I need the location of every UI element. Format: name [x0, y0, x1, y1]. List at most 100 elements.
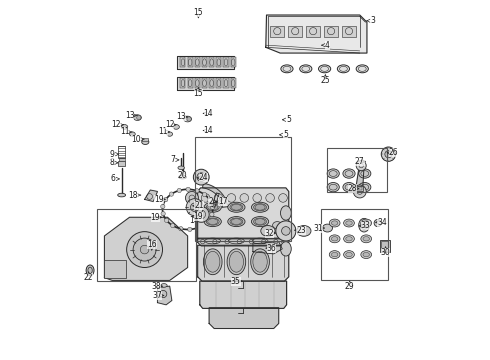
Ellipse shape	[281, 65, 293, 73]
Ellipse shape	[363, 221, 369, 225]
Ellipse shape	[118, 193, 125, 197]
Ellipse shape	[230, 204, 243, 211]
Bar	[354, 187, 362, 190]
Text: 7: 7	[170, 156, 179, 165]
Text: 31: 31	[313, 224, 324, 233]
Circle shape	[186, 192, 198, 204]
Text: 9: 9	[110, 150, 119, 159]
Ellipse shape	[261, 226, 275, 236]
Ellipse shape	[142, 139, 149, 144]
Ellipse shape	[122, 125, 128, 129]
Ellipse shape	[167, 132, 172, 136]
Ellipse shape	[300, 65, 312, 73]
Circle shape	[282, 226, 290, 235]
Text: 21: 21	[193, 201, 204, 210]
Ellipse shape	[229, 251, 244, 272]
Ellipse shape	[356, 65, 368, 73]
Text: 38: 38	[151, 282, 163, 291]
Text: 14: 14	[203, 109, 213, 118]
Ellipse shape	[227, 249, 245, 275]
Ellipse shape	[178, 166, 184, 170]
Bar	[381, 241, 389, 251]
Bar	[380, 239, 390, 252]
Text: 5: 5	[282, 115, 291, 124]
Polygon shape	[177, 56, 234, 69]
Circle shape	[208, 198, 212, 203]
Ellipse shape	[343, 219, 354, 227]
Polygon shape	[209, 308, 279, 328]
Bar	[188, 57, 193, 67]
Ellipse shape	[272, 222, 282, 229]
Circle shape	[214, 194, 223, 202]
Ellipse shape	[363, 252, 369, 257]
Ellipse shape	[331, 237, 338, 241]
Bar	[143, 138, 148, 141]
Polygon shape	[200, 281, 287, 309]
Ellipse shape	[280, 242, 291, 256]
Bar	[270, 26, 285, 37]
Bar	[231, 57, 236, 67]
Text: 15: 15	[194, 87, 203, 98]
Circle shape	[126, 231, 163, 267]
Circle shape	[279, 194, 287, 202]
Ellipse shape	[343, 169, 355, 178]
Bar	[327, 148, 387, 192]
Ellipse shape	[363, 237, 369, 241]
Ellipse shape	[231, 219, 242, 225]
Ellipse shape	[254, 218, 267, 225]
Ellipse shape	[206, 204, 219, 211]
Ellipse shape	[327, 183, 339, 192]
Circle shape	[210, 212, 214, 217]
Bar	[216, 78, 221, 88]
Ellipse shape	[296, 226, 311, 236]
Polygon shape	[197, 238, 289, 246]
Ellipse shape	[343, 251, 354, 258]
Ellipse shape	[346, 237, 352, 241]
Circle shape	[140, 245, 149, 254]
Bar	[202, 78, 207, 88]
Ellipse shape	[359, 169, 371, 178]
Bar	[195, 78, 200, 88]
Ellipse shape	[184, 116, 192, 122]
Ellipse shape	[329, 251, 340, 258]
Polygon shape	[253, 242, 282, 254]
Circle shape	[194, 207, 209, 222]
Text: 30: 30	[381, 247, 391, 257]
Ellipse shape	[251, 249, 270, 275]
Circle shape	[194, 169, 209, 185]
Circle shape	[356, 161, 366, 171]
Text: 36: 36	[266, 244, 276, 253]
Text: 37: 37	[152, 291, 164, 300]
Text: 2: 2	[208, 197, 217, 206]
Text: 13: 13	[125, 111, 137, 120]
Ellipse shape	[374, 220, 381, 226]
Bar	[216, 57, 221, 67]
Text: 11: 11	[120, 127, 132, 136]
Bar	[324, 26, 338, 37]
Ellipse shape	[173, 125, 179, 129]
Circle shape	[201, 194, 210, 202]
Ellipse shape	[205, 251, 220, 272]
Ellipse shape	[161, 284, 167, 287]
Text: 22: 22	[84, 272, 94, 282]
Bar	[118, 146, 125, 158]
Text: 15: 15	[194, 8, 203, 18]
Circle shape	[137, 116, 141, 120]
Polygon shape	[266, 15, 367, 53]
Ellipse shape	[255, 219, 265, 225]
Circle shape	[133, 238, 156, 261]
Ellipse shape	[337, 65, 349, 73]
Text: 20: 20	[178, 170, 187, 180]
Ellipse shape	[228, 202, 245, 212]
Polygon shape	[177, 77, 234, 90]
Ellipse shape	[228, 217, 245, 226]
Ellipse shape	[231, 204, 242, 210]
Circle shape	[276, 221, 296, 241]
Ellipse shape	[327, 169, 339, 178]
Text: 19: 19	[154, 195, 165, 204]
Circle shape	[188, 227, 192, 231]
Bar	[288, 26, 302, 37]
Polygon shape	[157, 286, 172, 305]
Circle shape	[253, 194, 262, 202]
Circle shape	[210, 205, 215, 210]
